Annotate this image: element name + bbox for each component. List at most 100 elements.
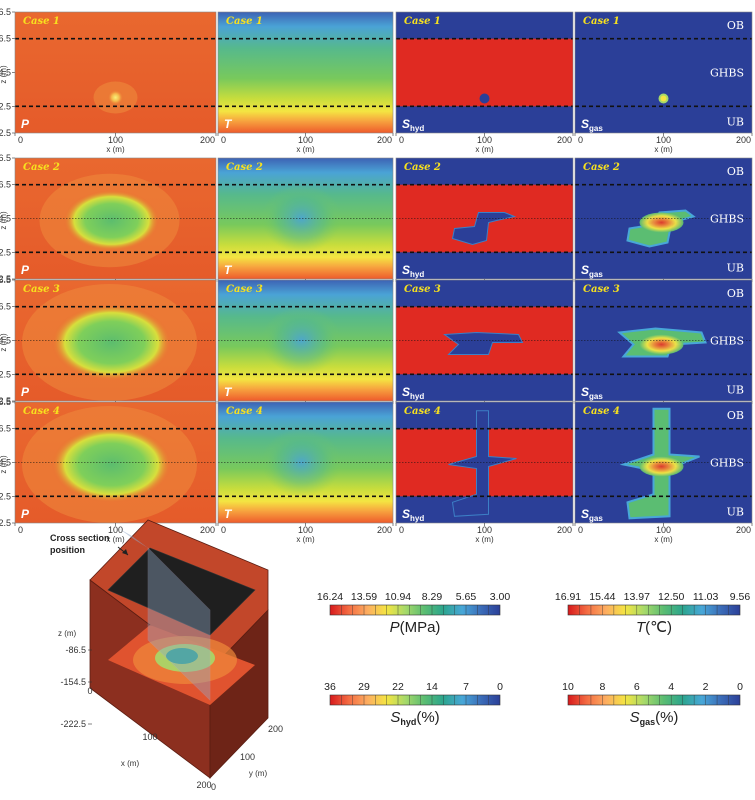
- temperature-anomaly: [261, 428, 342, 497]
- case-label: Case 4: [404, 406, 441, 417]
- field-plot: [15, 402, 216, 523]
- z-axis-label: z (m): [0, 211, 8, 230]
- variable-subscript: hyd: [410, 514, 424, 523]
- colorbar-title-symbol: S: [390, 709, 400, 726]
- dissociation-zone: [479, 93, 490, 104]
- colorbar-tick-label: 10.94: [385, 591, 411, 603]
- x-tick-label: 100: [298, 135, 313, 145]
- case-label: Case 2: [23, 162, 60, 173]
- x-axis-label: x (m): [654, 145, 673, 154]
- z-tick-label: -116.5: [0, 302, 11, 312]
- x-tick-label: 100: [477, 135, 492, 145]
- colorbar-title-subscript: hyd: [400, 717, 416, 727]
- x-tick-label: 100: [108, 135, 123, 145]
- colorbar-tick-label: 8.29: [422, 591, 443, 603]
- z-tick-label: -86.5: [0, 397, 11, 407]
- gas-core: [639, 334, 684, 355]
- plume-center: [166, 648, 198, 664]
- z-tick-label: -192.5: [0, 101, 11, 111]
- x-axis-label: x (m): [106, 145, 125, 154]
- gas-core: [660, 95, 667, 102]
- inset-3d-diagram: Cross section position z (m) -86.5 -154.5 -22…: [50, 519, 283, 792]
- colorbar-title: T(℃): [636, 619, 672, 636]
- colorbar-title-symbol: T: [636, 619, 647, 636]
- field-plot: [218, 12, 393, 133]
- x-tick-label: 100: [656, 135, 671, 145]
- inset-y-tick: 200: [268, 724, 283, 734]
- colorbar-shyd: 36 29 22 14 7 0 Shyd(%): [324, 681, 503, 727]
- case-label: Case 4: [23, 406, 60, 417]
- panel-t: Case 4 T 0 100 200 x (m): [217, 401, 394, 544]
- x-tick-label: 200: [200, 525, 215, 535]
- variable-label: T: [224, 507, 233, 521]
- case-label: Case 2: [226, 162, 263, 173]
- dissociation-zone: [448, 410, 517, 517]
- field-plot: [15, 280, 216, 401]
- colorbar-title-unit: (℃): [645, 619, 672, 636]
- pressure-hotspot: [107, 89, 124, 106]
- field-plot: [218, 280, 393, 401]
- colorbar-title-symbol: S: [630, 709, 640, 726]
- zone-label-ub: UB: [727, 383, 744, 396]
- temperature-anomaly: [261, 306, 342, 375]
- variable-subscript: gas: [589, 124, 603, 133]
- colorbar-gradient: [567, 604, 741, 616]
- z-tick-label: -86.5: [0, 153, 11, 163]
- annotation-arrowhead: [122, 549, 128, 555]
- variable-label: P: [21, 263, 30, 277]
- variable-label: P: [21, 507, 30, 521]
- z-tick-label: -116.5: [0, 34, 11, 44]
- x-axis-label: x (m): [475, 535, 494, 544]
- z-axis-label: z (m): [0, 65, 8, 84]
- case-label: Case 3: [583, 284, 620, 295]
- zone-label-ghbs: GHBS: [710, 335, 744, 348]
- pressure-plume: [51, 426, 172, 503]
- colorbar-tick-label: 12.50: [658, 591, 684, 603]
- inset-y-label: y (m): [249, 769, 268, 778]
- zone-label-ub: UB: [727, 505, 744, 518]
- case-label: Case 2: [404, 162, 441, 173]
- field-plot: [396, 12, 573, 133]
- colorbar-gradient: [567, 694, 741, 706]
- x-tick-label: 0: [18, 135, 23, 145]
- case-label: Case 4: [583, 406, 620, 417]
- z-tick-label: -222.5: [0, 128, 11, 138]
- colorbar-tick-label: 2: [703, 681, 709, 693]
- z-tick-label: -192.5: [0, 247, 11, 257]
- variable-subscript: hyd: [410, 392, 424, 401]
- case-label: Case 1: [583, 16, 620, 27]
- x-axis-label: x (m): [475, 145, 494, 154]
- zone-label-ghbs: GHBS: [710, 457, 744, 470]
- panel-grid: -86.5 -116.5 -154.5 -192.5 -222.5 z (m) Case 1…: [0, 7, 753, 544]
- panel-shyd: Case 2Shyd0100200x (m): [395, 157, 574, 300]
- colorbar-title: P(MPa): [390, 619, 441, 636]
- z-axis-label: z (m): [0, 333, 8, 352]
- x-tick-label: 0: [399, 135, 404, 145]
- dissociation-zone: [451, 212, 517, 246]
- colorbar-tick-label: 13.59: [351, 591, 377, 603]
- colorbar-title-unit: (%): [655, 709, 678, 726]
- zone-label-ob: OB: [727, 19, 744, 32]
- z-tick-label: -154.5: [0, 458, 11, 468]
- colorbar-tick-label: 6: [634, 681, 640, 693]
- inset-x-label: x (m): [121, 759, 140, 768]
- z-tick-label: -154.5: [0, 68, 11, 78]
- variable-label: T: [224, 263, 233, 277]
- z-tick-label: -222.5: [0, 518, 11, 528]
- colorbar-tick-label: 3.00: [490, 591, 511, 603]
- variable-subscript: gas: [589, 514, 603, 523]
- zone-label-ghbs: GHBS: [710, 213, 744, 226]
- panel-row: -86.5 -116.5 -154.5 -192.5 -222.5 z (m) Case 3…: [0, 275, 753, 422]
- case-label: Case 3: [404, 284, 441, 295]
- zone-label-ub: UB: [727, 115, 744, 128]
- zone-label-ub: UB: [727, 261, 744, 274]
- inset-z-tick: -86.5: [65, 645, 86, 655]
- field-plot: [575, 12, 752, 133]
- variable-label: P: [21, 385, 30, 399]
- zone-label-ob: OB: [727, 287, 744, 300]
- background-field: [15, 12, 216, 133]
- colorbar-title-symbol: P: [390, 619, 400, 636]
